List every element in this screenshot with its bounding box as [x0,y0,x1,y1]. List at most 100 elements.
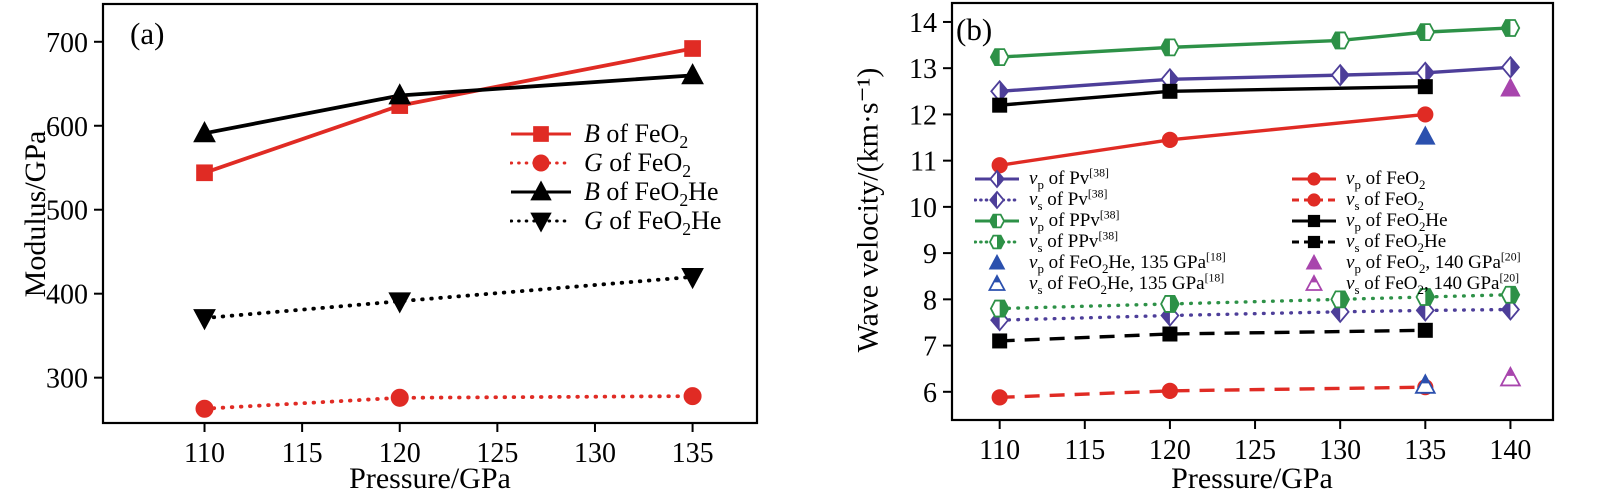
legend-marker-icon [975,169,1019,188]
chart-a-legend: B of FeO2 G of FeO2 B of FeO2He G of FeO2He [510,118,722,239]
x-tick-label: 140 [1489,435,1531,466]
series-line [202,394,695,411]
legend-label: vp of PPv[38] [1029,208,1120,234]
data-point-marker [1162,83,1178,99]
legend-item: vp of FeO2He, 135 GPa[18] [974,250,1226,276]
chart-b-y-axis-title: Wave velocity/(km·s⁻¹) [851,67,885,353]
data-point-marker [989,48,1010,66]
y-tick-label: 600 [46,112,88,143]
y-tick-label: 14 [909,8,937,39]
chart-b-plot: 110 115 120 125 130 135 140 6 7 8 9 10 11 12 13 14 [909,1,1555,466]
legend-marker-icon [1292,214,1336,227]
data-point-marker [1330,31,1350,50]
legend-label: vs of FeO2He, 135 GPa[18] [1029,271,1225,297]
data-point-marker [1500,55,1521,79]
x-tick-label: 130 [1319,435,1361,466]
data-point-marker [530,212,552,233]
x-tick-label: 125 [1234,435,1276,466]
y-tick-label: 7 [923,332,937,363]
legend-item: vs of FeO2, 140 GPa[20] [1291,272,1521,296]
legend-item: vs of Pv[38] [974,187,1226,213]
data-point-marker [532,154,550,171]
legend-item: vp of FeO2 [1291,168,1521,192]
data-point-marker [1330,290,1350,309]
chart-b-legend-column-2: vp of FeO2 vs of FeO2 vp of FeO2He vs of Fe… [1291,168,1521,296]
y-tick-label: 12 [909,100,937,131]
data-point-marker [1307,214,1321,227]
panel-label-a: (a) [130,16,165,51]
legend-label: vs of FeO2 [1346,189,1424,213]
data-point-marker [684,40,701,57]
data-point-marker [989,190,1005,209]
legend-item: vs of FeO2 [1291,189,1521,213]
legend-item: G of FeO2 [510,147,721,181]
y-tick-label: 13 [909,54,937,85]
x-tick-label: 130 [574,438,616,469]
legend-item: B of FeO2 [510,118,721,152]
legend-label: B of FeO2 [584,118,689,152]
x-tick-label: 115 [1064,435,1105,466]
x-tick-label: 135 [672,438,714,469]
chart-b-x-axis-title: Pressure/GPa [1171,462,1333,495]
data-point-marker [681,63,704,85]
y-tick-label: 500 [46,196,88,227]
data-point-marker [988,234,1006,249]
data-point-marker [388,83,412,105]
data-point-marker [1330,63,1350,87]
chart-a-x-axis-title: Pressure/GPa [349,462,511,495]
data-point-marker [1500,285,1521,304]
x-tick-label: 120 [379,438,421,469]
data-point-marker [1160,295,1180,313]
data-point-marker [530,179,552,200]
data-point-marker [1305,253,1323,269]
y-tick-label: 10 [909,193,937,224]
data-point-marker [1414,373,1437,394]
legend-label: vp of FeO2He, 135 GPa[18] [1029,250,1226,276]
data-point-marker [1415,125,1436,145]
data-point-marker [193,121,216,143]
x-tick-label: 125 [476,438,518,469]
x-tick-label: 110 [184,438,225,469]
legend-label: G of FeO2 [584,147,692,181]
data-point-marker [533,125,549,142]
data-point-marker [989,169,1005,188]
legend-label: vp of FeO2 [1346,168,1426,192]
data-point-marker [1415,23,1436,42]
legend-item: vp of PPv[38] [974,208,1226,234]
data-point-marker [988,213,1006,228]
series-line [999,328,1426,343]
legend-marker-icon [975,213,1019,228]
legend-marker-icon [1292,192,1336,207]
legend-item: vp of Pv[38] [974,167,1226,191]
data-point-marker [988,253,1006,269]
series-line [999,112,1426,167]
data-point-marker [193,309,216,331]
x-tick-label: 110 [979,435,1020,466]
legend-label: G of FeO2He [584,205,722,239]
legend-label: B of FeO2He [584,176,719,210]
data-point-marker [992,97,1008,113]
data-point-marker [388,292,412,314]
data-point-marker [992,333,1008,349]
series-line [999,84,1426,107]
legend-label: vs of Pv[38] [1029,187,1108,213]
legend-item: G of FeO2He [510,205,722,239]
data-point-marker [1417,79,1433,95]
data-point-marker [1160,38,1180,57]
series-line [997,293,1513,311]
data-point-marker [987,273,1007,291]
y-tick-label: 6 [923,378,937,409]
legend-marker-icon [510,154,572,171]
legend-label: vp of FeO2He [1346,210,1448,234]
data-point-marker [1500,19,1521,37]
y-tick-label: 300 [46,364,88,395]
data-point-marker [1162,326,1178,342]
series-line [202,274,695,320]
legend-marker-icon [988,253,1006,269]
series-line [999,385,1426,400]
chart-b-legend-column-1: vp of Pv[38] vs of Pv[38] vp of PPv[38] vs … [974,167,1226,297]
x-tick-label: 135 [1404,435,1446,466]
data-point-marker [1500,298,1521,321]
y-tick-label: 11 [910,147,937,178]
